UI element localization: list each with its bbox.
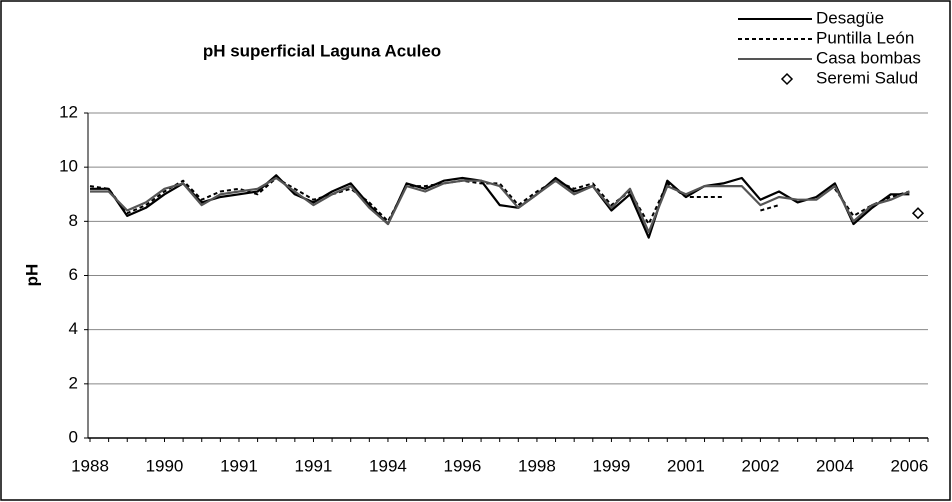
- x-tick-label: 2004: [816, 456, 854, 475]
- x-tick-label: 1990: [146, 456, 184, 475]
- x-tick-label: 2006: [890, 456, 928, 475]
- y-tick-label: 6: [69, 265, 78, 284]
- series-line: [90, 176, 910, 234]
- y-tick-label: 10: [59, 157, 78, 176]
- x-tick-label: 1996: [444, 456, 482, 475]
- series-line: [834, 188, 910, 217]
- legend-label: Casa bombas: [816, 48, 921, 67]
- marker: [911, 207, 925, 220]
- chart-title: pH superficial Laguna Aculeo: [203, 41, 441, 60]
- x-tick-label: 1999: [593, 456, 631, 475]
- y-tick-label: 2: [69, 373, 78, 392]
- x-tick-label: 2002: [741, 456, 779, 475]
- x-tick-label: 1994: [369, 456, 407, 475]
- y-tick-label: 0: [69, 427, 78, 446]
- legend-label: Puntilla León: [816, 28, 914, 47]
- legend-marker: [780, 72, 794, 86]
- y-tick-label: 12: [59, 102, 78, 121]
- y-tick-label: 8: [69, 211, 78, 230]
- series-line: [90, 174, 910, 239]
- x-tick-label: 1988: [71, 456, 109, 475]
- legend-label: Seremi Salud: [816, 68, 918, 87]
- legend-label: Desagüe: [816, 8, 884, 27]
- x-tick-label: 1991: [295, 456, 333, 475]
- y-tick-label: 4: [69, 319, 78, 338]
- x-tick-label: 1991: [220, 456, 258, 475]
- x-tick-label: 1998: [518, 456, 556, 475]
- x-tick-label: 2001: [667, 456, 705, 475]
- series-line: [760, 204, 780, 212]
- y-axis-label: pH: [22, 264, 41, 287]
